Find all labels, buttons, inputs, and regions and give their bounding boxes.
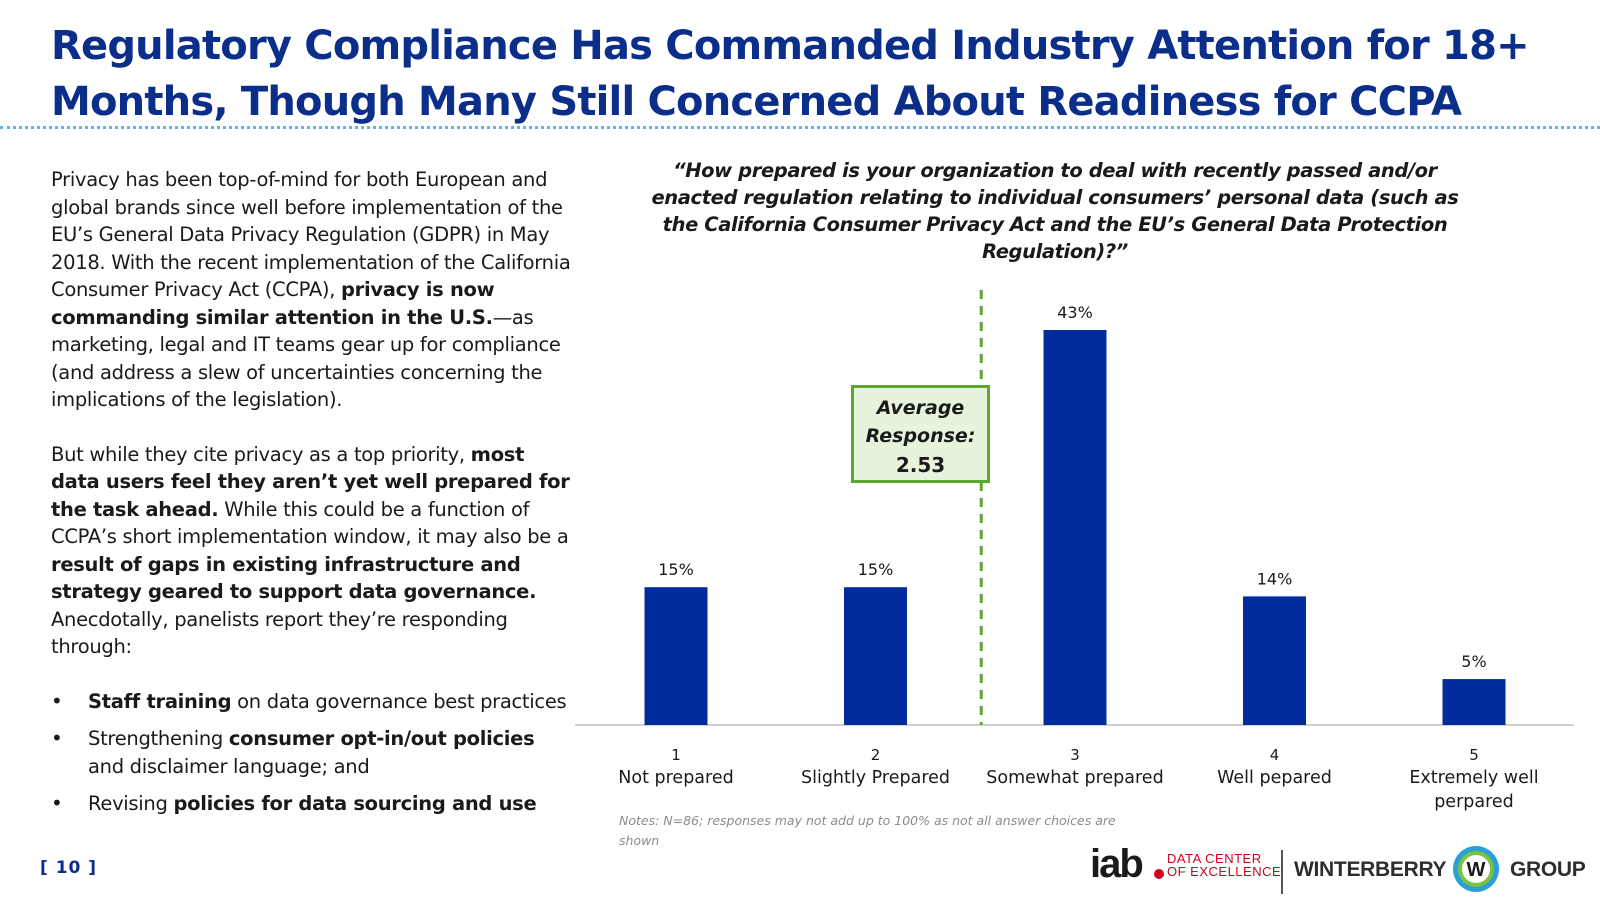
svg-text:W: W <box>1467 859 1486 881</box>
bullet-item: Revising policies for data sourcing and … <box>51 790 571 818</box>
winterberry-logo-text: WINTERBERRY <box>1294 858 1447 881</box>
title-divider <box>0 126 1600 129</box>
data-label-4: 14% <box>1257 569 1293 588</box>
logo-separator <box>1281 850 1283 894</box>
tick-label-4: Well pepared <box>1217 768 1332 788</box>
data-label-5: 5% <box>1461 652 1486 671</box>
tick-number-3: 3 <box>1070 746 1080 764</box>
p2-text-c: While this could be a function of CCPA’s… <box>51 497 569 549</box>
bar-2 <box>844 587 907 725</box>
tick-number-2: 2 <box>871 746 881 764</box>
iab-subtitle: DATA CENTER OF EXCELLENCE <box>1167 851 1282 879</box>
chart-notes: Notes: N=86; responses may not add up to… <box>619 813 1116 848</box>
group-logo-text: GROUP <box>1510 858 1586 881</box>
data-label-1: 15% <box>658 560 694 579</box>
tick-number-4: 4 <box>1270 746 1280 764</box>
average-label-1: Average <box>876 397 965 419</box>
tick-label-5: Extremely well <box>1409 768 1538 788</box>
average-response-box: Average Response: 2.53 <box>851 385 990 483</box>
p1-text-a: Privacy has been top-of-mind for both Eu… <box>51 168 571 301</box>
iab-logo: iab <box>1090 842 1144 886</box>
footer-logos: iab DATA CENTER OF EXCELLENCE WINTERBERR… <box>1090 838 1590 894</box>
tick-label-3: Somewhat prepared <box>986 768 1163 788</box>
bullet-list: Staff training on data governance best p… <box>51 688 571 818</box>
bullet-item: Staff training on data governance best p… <box>51 688 571 716</box>
tick-number-5: 5 <box>1469 746 1479 764</box>
winterberry-w-icon: W <box>1453 846 1499 892</box>
paragraph-2: But while they cite privacy as a top pri… <box>51 441 571 661</box>
p2-text-e: Anecdotally, panelists report they’re re… <box>51 607 508 659</box>
p2-text-a: But while they cite privacy as a top pri… <box>51 442 471 466</box>
average-value: 2.53 <box>895 453 946 477</box>
tick-number-1: 1 <box>671 746 681 764</box>
average-label-2: Response: <box>865 425 976 447</box>
data-label-2: 15% <box>858 560 894 579</box>
body-text: Privacy has been top-of-mind for both Eu… <box>51 166 571 828</box>
p2-bold-d: result of gaps in existing infrastructur… <box>51 552 537 604</box>
tick-label-2: Slightly Prepared <box>801 768 950 788</box>
iab-logo-dot <box>1154 869 1164 879</box>
p2-bold-b: most data users feel they aren’t yet wel… <box>51 442 570 521</box>
page-title: Regulatory Compliance Has Commanded Indu… <box>51 23 1530 125</box>
bullet-item: Strengthening consumer opt-in/out polici… <box>51 725 571 780</box>
tick-label-5: perpared <box>1434 792 1514 812</box>
page-number: [ 10 ] <box>40 858 98 878</box>
bar-3 <box>1043 330 1107 725</box>
tick-label-1: Not prepared <box>618 768 733 788</box>
paragraph-1: Privacy has been top-of-mind for both Eu… <box>51 166 571 414</box>
data-label-3: 43% <box>1057 303 1093 322</box>
bar-5 <box>1442 679 1506 725</box>
chart-title: “How prepared is your organization to de… <box>651 159 1459 263</box>
bar-4 <box>1243 596 1306 725</box>
p1-bold: privacy is now commanding similar attent… <box>51 278 495 329</box>
p1-text-c: —as marketing, legal and IT teams gear u… <box>51 305 561 412</box>
bar-1 <box>644 587 708 725</box>
